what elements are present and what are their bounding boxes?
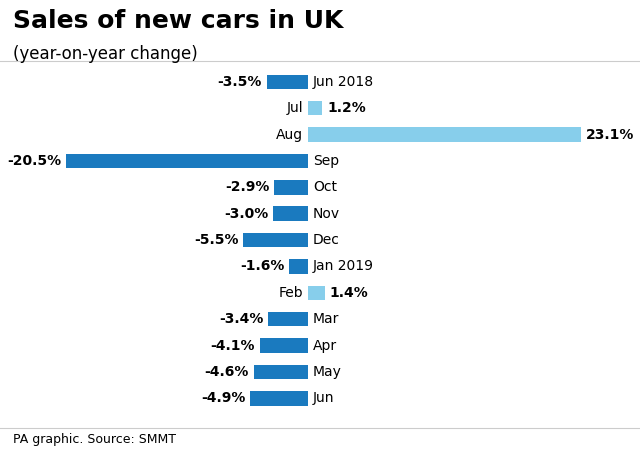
Text: -4.1%: -4.1%	[211, 338, 255, 352]
Text: -2.9%: -2.9%	[225, 180, 269, 194]
Bar	[273, 207, 308, 221]
Text: 23.1%: 23.1%	[586, 128, 634, 142]
Text: Jun 2018: Jun 2018	[313, 75, 374, 89]
Text: Jul: Jul	[287, 101, 303, 115]
Text: Feb: Feb	[279, 286, 303, 300]
Bar	[260, 338, 308, 353]
Text: (year-on-year change): (year-on-year change)	[13, 45, 198, 63]
Text: Sales of new cars in UK: Sales of new cars in UK	[13, 9, 343, 33]
Bar	[243, 233, 308, 247]
Text: -5.5%: -5.5%	[194, 233, 239, 247]
Text: 1.4%: 1.4%	[330, 286, 368, 300]
Bar	[308, 127, 581, 142]
Text: -4.9%: -4.9%	[201, 391, 246, 405]
Text: -3.4%: -3.4%	[219, 312, 263, 326]
Text: May: May	[313, 365, 342, 379]
Bar	[274, 180, 308, 195]
Bar	[254, 365, 308, 379]
Text: -1.6%: -1.6%	[240, 260, 285, 274]
Text: -3.5%: -3.5%	[218, 75, 262, 89]
Text: Jun: Jun	[313, 391, 335, 405]
Bar	[268, 312, 308, 327]
Text: Aug: Aug	[276, 128, 303, 142]
Text: Jan 2019: Jan 2019	[313, 260, 374, 274]
Bar	[308, 285, 324, 300]
Bar	[250, 391, 308, 405]
Text: Sep: Sep	[313, 154, 339, 168]
Text: -20.5%: -20.5%	[7, 154, 61, 168]
Bar	[308, 101, 323, 116]
Text: Mar: Mar	[313, 312, 339, 326]
Text: Dec: Dec	[313, 233, 340, 247]
Bar	[66, 154, 308, 168]
Text: -4.6%: -4.6%	[205, 365, 249, 379]
Text: PA graphic. Source: SMMT: PA graphic. Source: SMMT	[13, 433, 176, 446]
Bar	[267, 75, 308, 89]
Bar	[289, 259, 308, 274]
Text: 1.2%: 1.2%	[327, 101, 366, 115]
Text: -3.0%: -3.0%	[224, 207, 268, 221]
Text: Oct: Oct	[313, 180, 337, 194]
Text: Nov: Nov	[313, 207, 340, 221]
Text: Apr: Apr	[313, 338, 337, 352]
